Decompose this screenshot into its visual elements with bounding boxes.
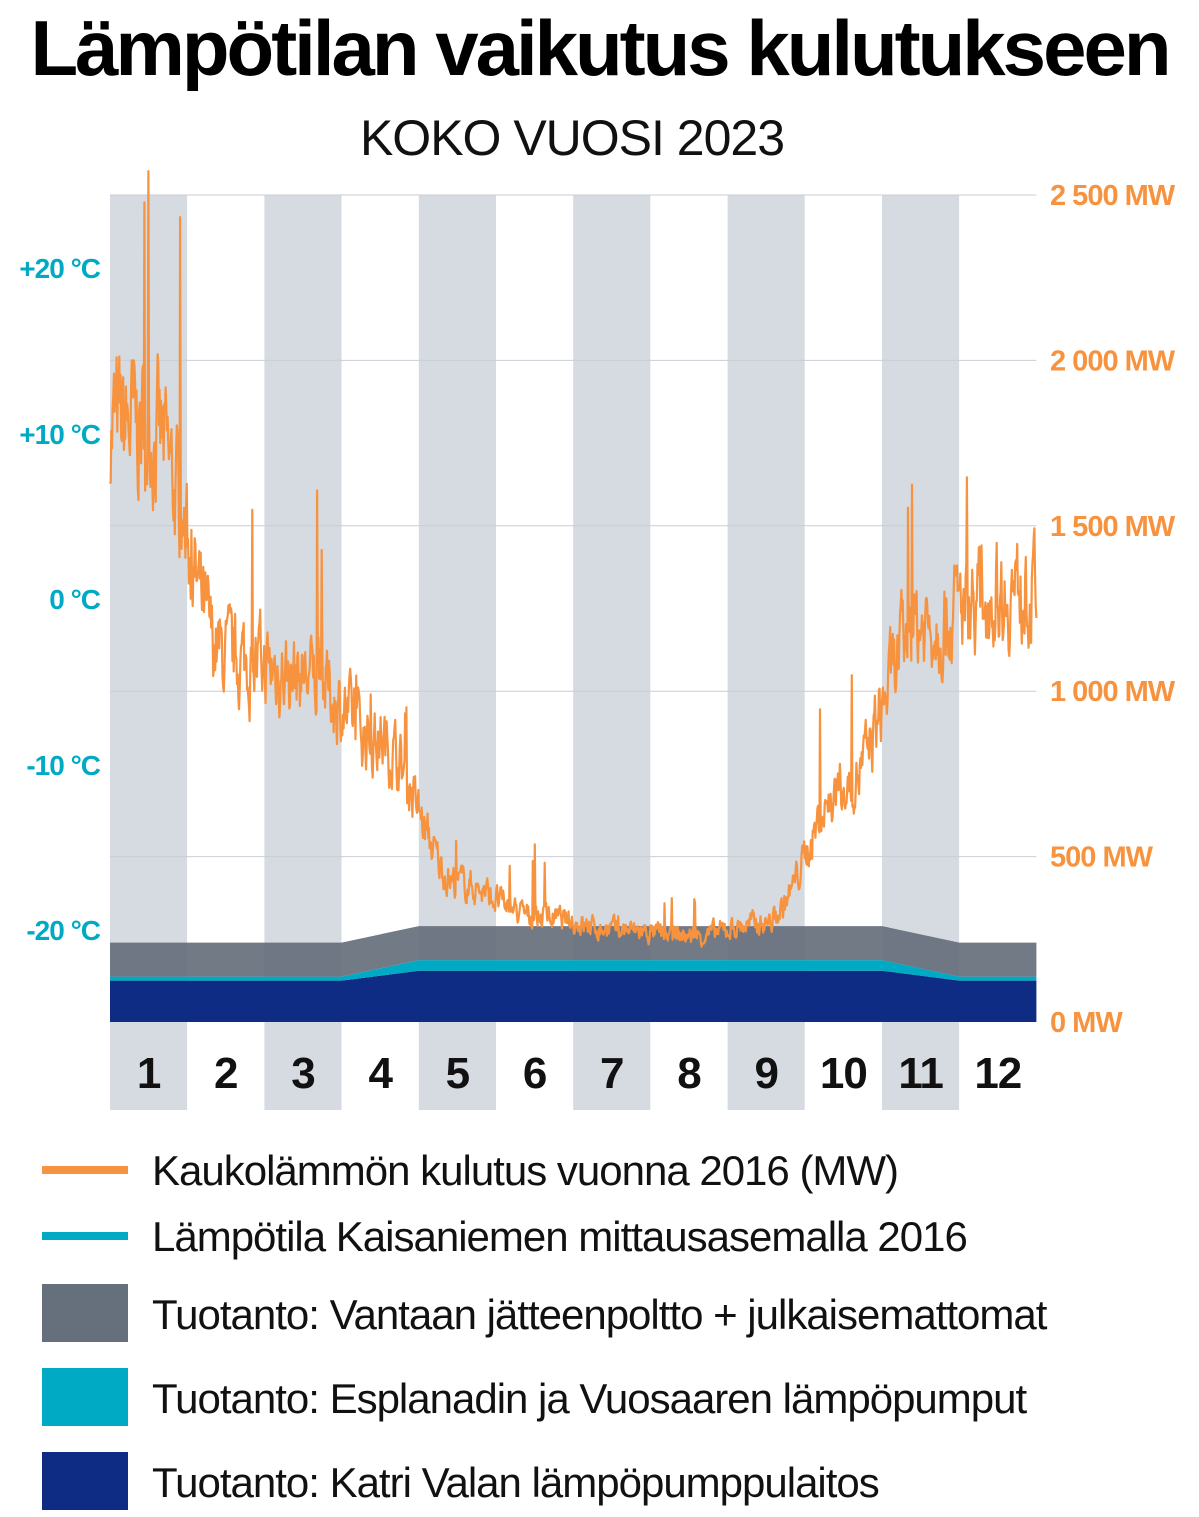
production-area-1 bbox=[110, 970, 1037, 1022]
legend-label-consumption: Kaukolämmön kulutus vuonna 2016 (MW) bbox=[152, 1147, 899, 1194]
month-label: 10 bbox=[820, 1049, 867, 1098]
power-tick-label: 1 000 MW bbox=[1050, 676, 1176, 708]
legend-label-katri-vala: Tuotanto: Katri Valan lämpöpumppulaitos bbox=[152, 1459, 880, 1506]
consumption-line bbox=[108, 170, 1038, 948]
month-labels: 1 2 3 4 5 6 7 8 9 10 11 12 bbox=[137, 1049, 1022, 1098]
month-label: 9 bbox=[754, 1049, 777, 1098]
consumption-series bbox=[108, 170, 1038, 948]
production-stacks bbox=[110, 926, 1037, 1022]
power-tick-label: 500 MW bbox=[1050, 842, 1154, 874]
month-label: 5 bbox=[446, 1049, 470, 1098]
month-label: 7 bbox=[600, 1049, 623, 1098]
legend-item-waste-incineration: Tuotanto: Vantaan jätteenpoltto + julkai… bbox=[42, 1284, 1162, 1344]
legend-label-heat-pumps: Tuotanto: Esplanadin ja Vuosaaren lämpöp… bbox=[152, 1375, 1027, 1422]
power-tick-label: 1 500 MW bbox=[1050, 511, 1176, 543]
legend-swatch-waste-incineration bbox=[42, 1284, 128, 1342]
month-label: 4 bbox=[368, 1049, 393, 1098]
production-area-2 bbox=[110, 960, 1037, 981]
legend-swatch-temperature bbox=[42, 1232, 128, 1240]
temperature-tick-label: 0 °C bbox=[49, 584, 101, 615]
legend-item-heat-pumps: Tuotanto: Esplanadin ja Vuosaaren lämpöp… bbox=[42, 1368, 1162, 1428]
month-label: 11 bbox=[898, 1049, 943, 1098]
temperature-axis: +20 °C +10 °C 0 °C -10 °C -20 °C bbox=[19, 253, 101, 946]
power-tick-label: 0 MW bbox=[1050, 1007, 1123, 1039]
legend-swatch-consumption bbox=[42, 1166, 128, 1174]
power-axis: 2 500 MW 2 000 MW 1 500 MW 1 000 MW 500 MW 0 … bbox=[1050, 180, 1177, 1039]
month-label: 8 bbox=[677, 1049, 701, 1098]
legend-item-katri-vala: Tuotanto: Katri Valan lämpöpumppulaitos bbox=[42, 1452, 1162, 1512]
month-label: 1 bbox=[137, 1049, 161, 1098]
month-label: 2 bbox=[214, 1049, 237, 1098]
legend-swatch-katri-vala bbox=[42, 1452, 128, 1510]
legend-label-waste-incineration: Tuotanto: Vantaan jätteenpoltto + julkai… bbox=[152, 1291, 1047, 1338]
power-tick-label: 2 000 MW bbox=[1050, 345, 1176, 377]
legend-item-consumption: Kaukolämmön kulutus vuonna 2016 (MW) bbox=[42, 1140, 1162, 1200]
chart-title: Lämpötilan vaikutus kulutukseen bbox=[30, 4, 1172, 92]
month-label: 6 bbox=[523, 1049, 546, 1098]
temperature-tick-label: -10 °C bbox=[26, 750, 100, 781]
legend-item-temperature: Lämpötila Kaisaniemen mittausasemalla 20… bbox=[42, 1206, 1162, 1266]
temperature-tick-label: -20 °C bbox=[26, 915, 100, 946]
temperature-tick-label: +20 °C bbox=[19, 253, 100, 284]
month-label: 12 bbox=[974, 1049, 1021, 1098]
legend-label-temperature: Lämpötila Kaisaniemen mittausasemalla 20… bbox=[152, 1213, 968, 1260]
chart-subtitle: KOKO VUOSI 2023 bbox=[359, 110, 785, 166]
month-label: 3 bbox=[291, 1049, 314, 1098]
temperature-tick-label: +10 °C bbox=[19, 419, 100, 450]
legend-swatch-heat-pumps bbox=[42, 1368, 128, 1426]
power-tick-label: 2 500 MW bbox=[1050, 180, 1176, 212]
chart-svg: +20 °C +10 °C 0 °C -10 °C -20 °C 2 500 MW 2 0… bbox=[19, 170, 1177, 1110]
production-area-3 bbox=[110, 926, 1037, 977]
